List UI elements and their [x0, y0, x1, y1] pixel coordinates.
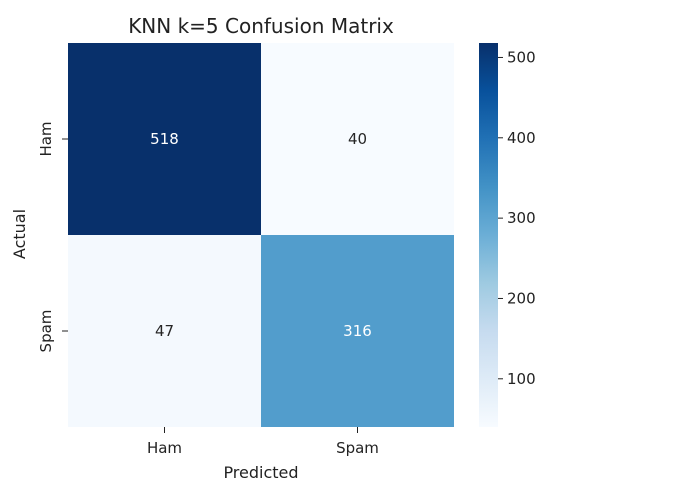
y-tick-label: Spam	[37, 310, 55, 353]
x-axis: Ham Spam	[147, 427, 379, 457]
y-tick-label: Ham	[37, 121, 55, 156]
heatmap-cell	[261, 43, 454, 235]
x-tick-label: Ham	[147, 439, 182, 457]
heatmap-cell	[68, 235, 261, 427]
y-axis-label: Actual	[10, 209, 29, 259]
heatmap-cell-label: 316	[343, 322, 372, 340]
colorbar-gradient-bar	[479, 43, 498, 427]
chart-title: KNN k=5 Confusion Matrix	[128, 14, 394, 38]
colorbar: 100 200 300 400 500	[479, 43, 536, 427]
colorbar-tick-label: 500	[507, 48, 536, 66]
x-tick-label: Spam	[336, 439, 379, 457]
x-axis-label: Predicted	[223, 463, 298, 482]
heatmap-cell-label: 40	[348, 130, 367, 148]
heatmap-cell	[68, 43, 261, 235]
heatmap-cells	[68, 43, 454, 427]
y-axis: Ham Spam	[37, 121, 68, 352]
colorbar-tick-label: 400	[507, 129, 536, 147]
colorbar-tick-label: 300	[507, 209, 536, 227]
heatmap-cell-label: 47	[155, 322, 174, 340]
colorbar-tick-label: 100	[507, 370, 536, 388]
heatmap-cell	[261, 235, 454, 427]
colorbar-tick-label: 200	[507, 289, 536, 307]
heatmap-cell-label: 518	[150, 130, 179, 148]
heatmap-cell-labels: 518 40 47 316	[150, 130, 372, 340]
